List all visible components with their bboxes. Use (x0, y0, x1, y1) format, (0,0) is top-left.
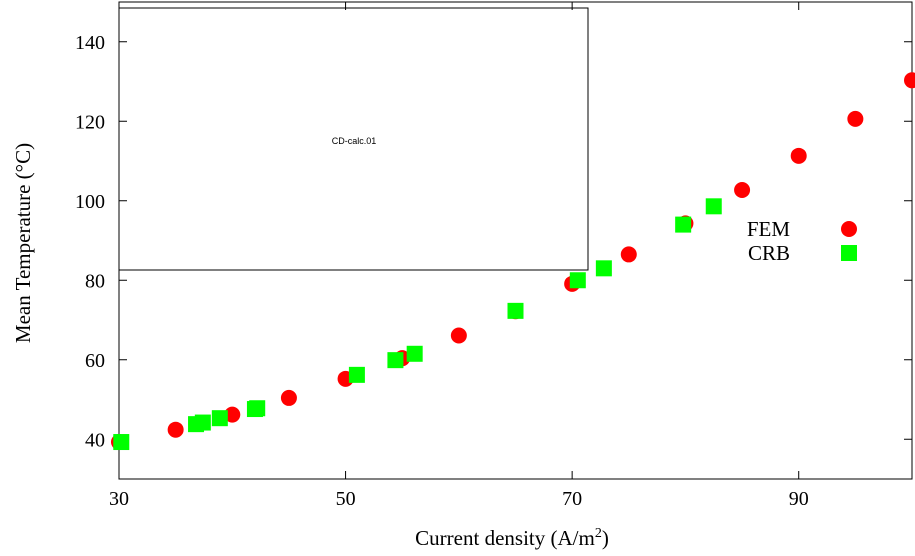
legend-label-fem: FEM (747, 217, 791, 241)
y-tick-label: 100 (75, 191, 105, 213)
y-tick-label: 120 (75, 111, 105, 133)
inset-box (118, 7, 589, 271)
fem-point (620, 246, 637, 263)
crb-point (211, 410, 228, 427)
crb-point (705, 198, 722, 215)
x-tick-label: 30 (109, 488, 129, 510)
crb-point (194, 414, 211, 431)
data-marks (111, 72, 915, 451)
legend-marker-crb (841, 245, 857, 261)
series-fem (111, 72, 915, 451)
y-tick-label: 60 (85, 350, 105, 372)
fem-point (734, 182, 751, 199)
crb-point (569, 272, 586, 289)
y-axis-title: Mean Temperature (°C) (11, 143, 35, 343)
axis-ticks (118, 2, 912, 479)
legend-label-crb: CRB (748, 241, 790, 265)
fem-point (224, 406, 241, 423)
fem-point (167, 421, 184, 438)
legend-marker-fem (841, 221, 857, 237)
fem-point (280, 389, 297, 406)
plot-frame (118, 1, 913, 480)
crb-point (675, 216, 692, 233)
fem-point (847, 110, 864, 127)
crb-point (113, 434, 130, 451)
axis-tick-labels: 30 50 70 90 40 60 80 100 120 140 (75, 32, 809, 510)
crb-point (348, 366, 365, 383)
y-tick-label: 40 (85, 429, 105, 451)
fem-point (790, 147, 807, 164)
y-tick-label: 80 (85, 270, 105, 292)
crb-point (387, 352, 404, 369)
legend: FEM CRB (747, 217, 857, 265)
x-tick-label: 50 (336, 488, 356, 510)
inset-label: CD-calc.01 (332, 136, 377, 146)
y-tick-label: 140 (75, 32, 105, 54)
fem-point (450, 327, 467, 344)
x-tick-label: 70 (562, 488, 582, 510)
fem-point (904, 72, 915, 89)
x-axis-title: Current density (A/m2) (415, 526, 609, 550)
crb-point (595, 260, 612, 277)
x-tick-label: 90 (789, 488, 809, 510)
crb-point (249, 400, 266, 417)
series-crb (113, 198, 722, 451)
crb-point (406, 345, 423, 362)
crb-point (507, 302, 524, 319)
